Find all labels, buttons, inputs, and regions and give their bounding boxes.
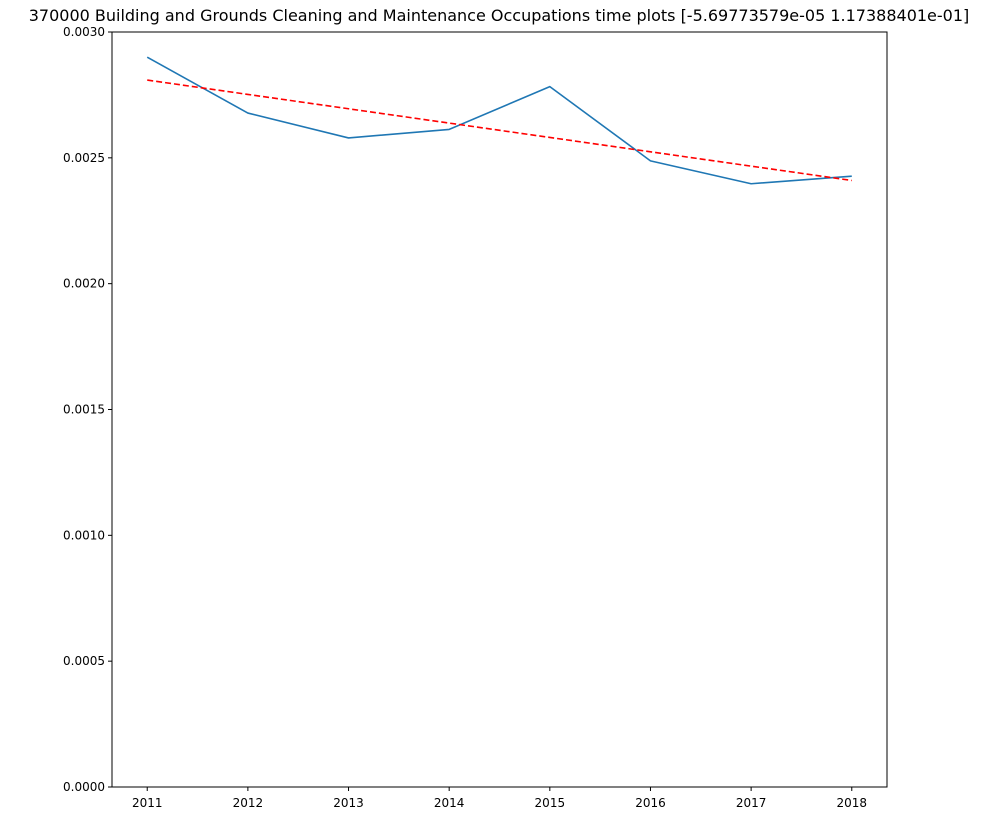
x-tick-label: 2014: [434, 796, 465, 810]
y-tick-label: 0.0025: [63, 151, 105, 165]
y-tick-label: 0.0015: [63, 403, 105, 417]
series-line: [146, 56, 852, 185]
plot-area: 2011 2012 2013 2014 2015 2016 2017 2018 0.0000 0.…: [63, 25, 888, 810]
x-tick-label: 2016: [635, 796, 666, 810]
x-tick-label: 2015: [535, 796, 566, 810]
y-tick-label: 0.0000: [63, 780, 105, 794]
y-tick-label: 0.0030: [63, 25, 105, 39]
y-tick-label: 0.0005: [63, 654, 105, 668]
x-tick-label: 2011: [132, 796, 163, 810]
x-tick-label: 2018: [836, 796, 867, 810]
trend-line: [147, 79, 852, 182]
y-tick-label: 0.0020: [63, 277, 105, 291]
x-tick-label: 2013: [333, 796, 364, 810]
x-tick-label: 2012: [233, 796, 264, 810]
chart-title: 370000 Building and Grounds Cleaning and…: [29, 6, 970, 25]
y-tick-label: 0.0010: [63, 528, 105, 542]
x-tick-label: 2017: [736, 796, 767, 810]
